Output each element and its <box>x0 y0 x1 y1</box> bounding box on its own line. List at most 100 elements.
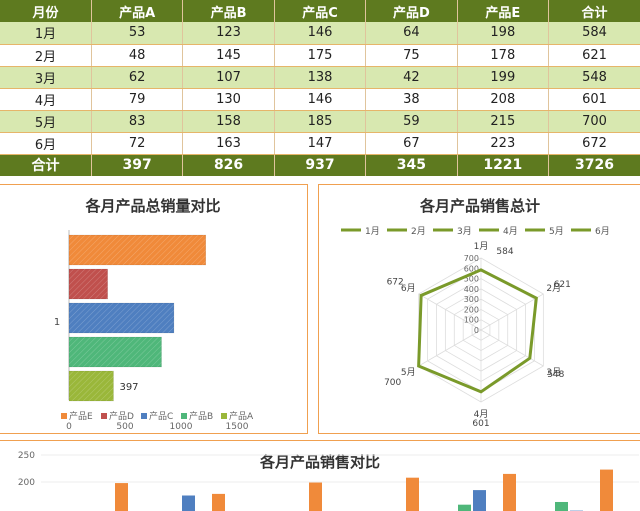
radar-category-label: 1月 <box>474 241 489 252</box>
table-cell: 138 <box>274 66 365 88</box>
table-cell: 64 <box>366 22 457 44</box>
table-header-cell: 产品B <box>183 0 274 22</box>
radar-data-label: 584 <box>496 247 513 257</box>
table-cell: 145 <box>183 44 274 66</box>
table-cell: 75 <box>366 44 457 66</box>
radar-r-tick: 200 <box>464 305 479 314</box>
bar-legend-label: 产品A <box>229 410 254 422</box>
table-cell: 53 <box>91 22 182 44</box>
table-total-cell: 3726 <box>549 154 640 176</box>
radar-legend-label: 4月 <box>503 226 518 237</box>
table-total-cell: 937 <box>274 154 365 176</box>
table-cell: 198 <box>457 22 548 44</box>
bar-data-label: 397 <box>119 382 138 393</box>
table-cell: 199 <box>457 66 548 88</box>
radar-spoke <box>481 330 543 366</box>
radar-r-tick: 100 <box>464 316 479 325</box>
table-cell: 147 <box>274 132 365 154</box>
table-total-cell: 397 <box>91 154 182 176</box>
column-chart-plot: 250 200 <box>0 441 640 511</box>
bar-产品B <box>69 337 162 367</box>
radar-r-tick: 300 <box>464 295 479 304</box>
table-header-cell: 月份 <box>0 0 91 22</box>
bar-legend-swatch <box>181 413 187 419</box>
table-cell: 185 <box>274 110 365 132</box>
radar-r-tick: 400 <box>464 285 479 294</box>
table-cell: 3月 <box>0 66 91 88</box>
table-cell: 601 <box>549 88 640 110</box>
radar-legend-label: 2月 <box>411 226 426 237</box>
table-total-cell: 合计 <box>0 154 91 176</box>
radar-data-label: 548 <box>547 370 564 380</box>
bar-legend-swatch <box>141 413 147 419</box>
radar-spoke <box>419 330 481 366</box>
radar-category-label: 5月 <box>401 367 416 378</box>
table-cell: 107 <box>183 66 274 88</box>
radar-data-label: 672 <box>387 277 404 287</box>
col-bar-产品E <box>309 483 322 511</box>
table-total-cell: 826 <box>183 154 274 176</box>
radar-data-label: 601 <box>472 419 489 429</box>
bar-legend-swatch <box>101 413 107 419</box>
table-total-cell: 345 <box>366 154 457 176</box>
col-bar-产品C <box>182 496 195 511</box>
table-cell: 146 <box>274 88 365 110</box>
col-bar-产品E <box>600 470 613 511</box>
table-cell: 621 <box>549 44 640 66</box>
table-cell: 158 <box>183 110 274 132</box>
col-y-tick: 200 <box>18 478 35 488</box>
bar-x-tick: 500 <box>116 422 133 432</box>
bar-legend-swatch <box>61 413 67 419</box>
radar-data-label: 700 <box>384 378 401 388</box>
col-bar-产品E <box>212 494 225 511</box>
table-cell: 178 <box>457 44 548 66</box>
table-header-cell: 产品D <box>366 0 457 22</box>
table-cell: 4月 <box>0 88 91 110</box>
table-cell: 6月 <box>0 132 91 154</box>
radar-data-label: 621 <box>554 280 571 290</box>
bar-x-tick: 1500 <box>226 422 249 432</box>
radar-legend-label: 1月 <box>365 226 380 237</box>
col-bar-产品B <box>555 502 568 511</box>
bar-x-tick: 1000 <box>170 422 193 432</box>
bar-产品C <box>69 303 174 333</box>
bar-产品E <box>69 235 206 265</box>
bar-legend-label: 产品D <box>109 410 134 422</box>
bar-legend-label: 产品C <box>149 410 173 422</box>
table-cell: 1月 <box>0 22 91 44</box>
table-cell: 163 <box>183 132 274 154</box>
bar-legend-label: 产品B <box>189 410 213 422</box>
table-total-cell: 1221 <box>457 154 548 176</box>
col-bar-产品E <box>115 483 128 511</box>
table-cell: 215 <box>457 110 548 132</box>
table-cell: 700 <box>549 110 640 132</box>
radar-legend-label: 6月 <box>595 226 610 237</box>
bar-产品A <box>69 371 113 401</box>
col-y-tick: 250 <box>18 451 35 461</box>
table-cell: 72 <box>91 132 182 154</box>
radar-legend-label: 5月 <box>549 226 564 237</box>
radar-r-tick: 700 <box>464 254 479 263</box>
col-bar-产品E <box>406 478 419 511</box>
table-cell: 59 <box>366 110 457 132</box>
table-cell: 584 <box>549 22 640 44</box>
bar-产品D <box>69 269 108 299</box>
table-header-cell: 产品A <box>91 0 182 22</box>
table-cell: 83 <box>91 110 182 132</box>
col-bar-产品E <box>503 474 516 511</box>
table-cell: 42 <box>366 66 457 88</box>
table-cell: 123 <box>183 22 274 44</box>
radar-legend-label: 3月 <box>457 226 472 237</box>
table-cell: 62 <box>91 66 182 88</box>
bar-legend-label: 产品E <box>69 410 93 422</box>
